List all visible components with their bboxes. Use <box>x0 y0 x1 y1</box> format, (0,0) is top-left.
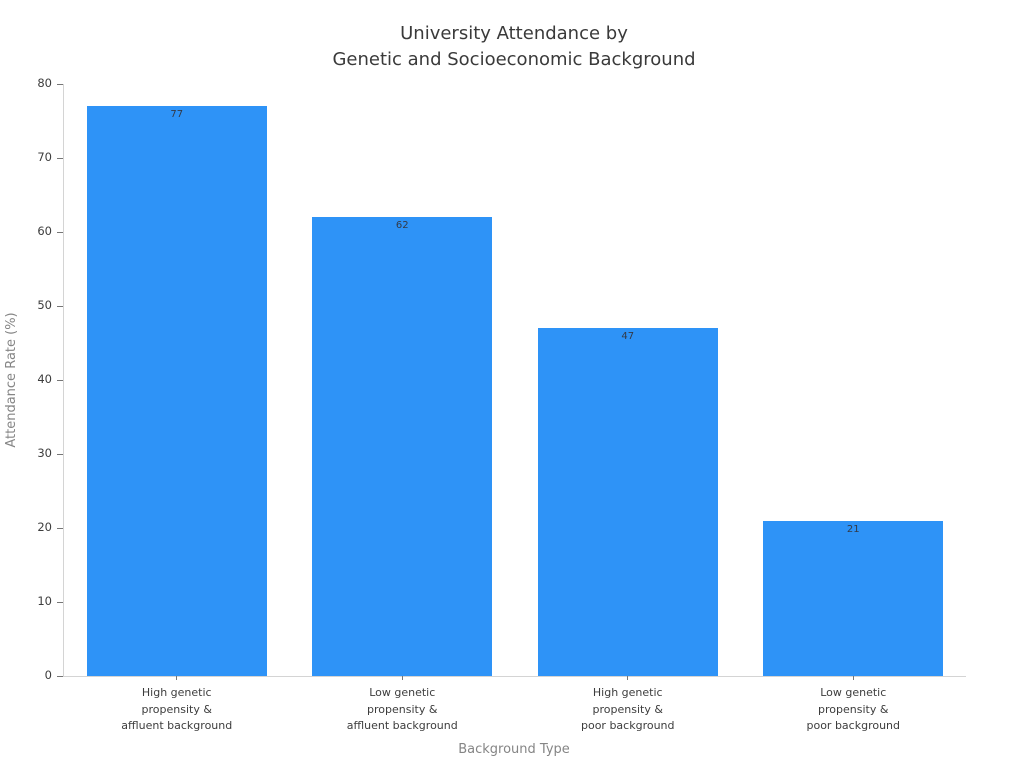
y-tick-mark <box>57 601 63 603</box>
x-tick-mark <box>401 676 403 680</box>
y-tick-mark <box>57 157 63 159</box>
y-tick-label: 20 <box>37 520 52 534</box>
x-tick-label: Low genetic propensity & poor background <box>806 686 901 732</box>
bar-value-label: 77 <box>170 109 184 121</box>
y-tick-mark <box>57 453 63 455</box>
y-tick-mark <box>57 83 63 85</box>
x-tick-mark <box>852 676 854 680</box>
x-tick-label: Low genetic propensity & affluent backgr… <box>346 686 458 732</box>
bar: 21 <box>763 520 944 676</box>
y-tick-label: 70 <box>37 150 52 164</box>
y-tick-label: 40 <box>37 372 52 386</box>
y-tick-label: 50 <box>37 298 52 312</box>
x-axis-title: Background Type <box>458 742 570 757</box>
x-tick-mark <box>627 676 629 680</box>
y-tick-mark <box>57 305 63 307</box>
y-tick-label: 80 <box>37 76 52 90</box>
bar-value-label: 21 <box>846 523 860 535</box>
chart-title: University Attendance by Genetic and Soc… <box>332 23 696 70</box>
bar-value-label: 62 <box>395 220 409 232</box>
y-tick-label: 30 <box>37 446 52 460</box>
y-tick-mark <box>57 675 63 677</box>
y-tick-mark <box>57 231 63 233</box>
bar-value-label: 47 <box>621 331 635 343</box>
y-tick-mark <box>57 527 63 529</box>
y-tick-mark <box>57 379 63 381</box>
x-tick-label: High genetic propensity & poor backgroun… <box>580 686 675 732</box>
y-tick-label: 10 <box>37 594 52 608</box>
bar: 62 <box>312 217 493 676</box>
x-tick-label: High genetic propensity & affluent backg… <box>121 686 233 732</box>
y-tick-label: 60 <box>37 224 52 238</box>
bar: 77 <box>86 106 267 676</box>
plot-area: 77 62 47 21 0 10 20 30 40 50 60 70 80 High genetic … <box>37 76 966 732</box>
y-tick-label: 0 <box>44 668 52 682</box>
x-tick-mark <box>176 676 178 680</box>
bar: 47 <box>537 328 718 676</box>
